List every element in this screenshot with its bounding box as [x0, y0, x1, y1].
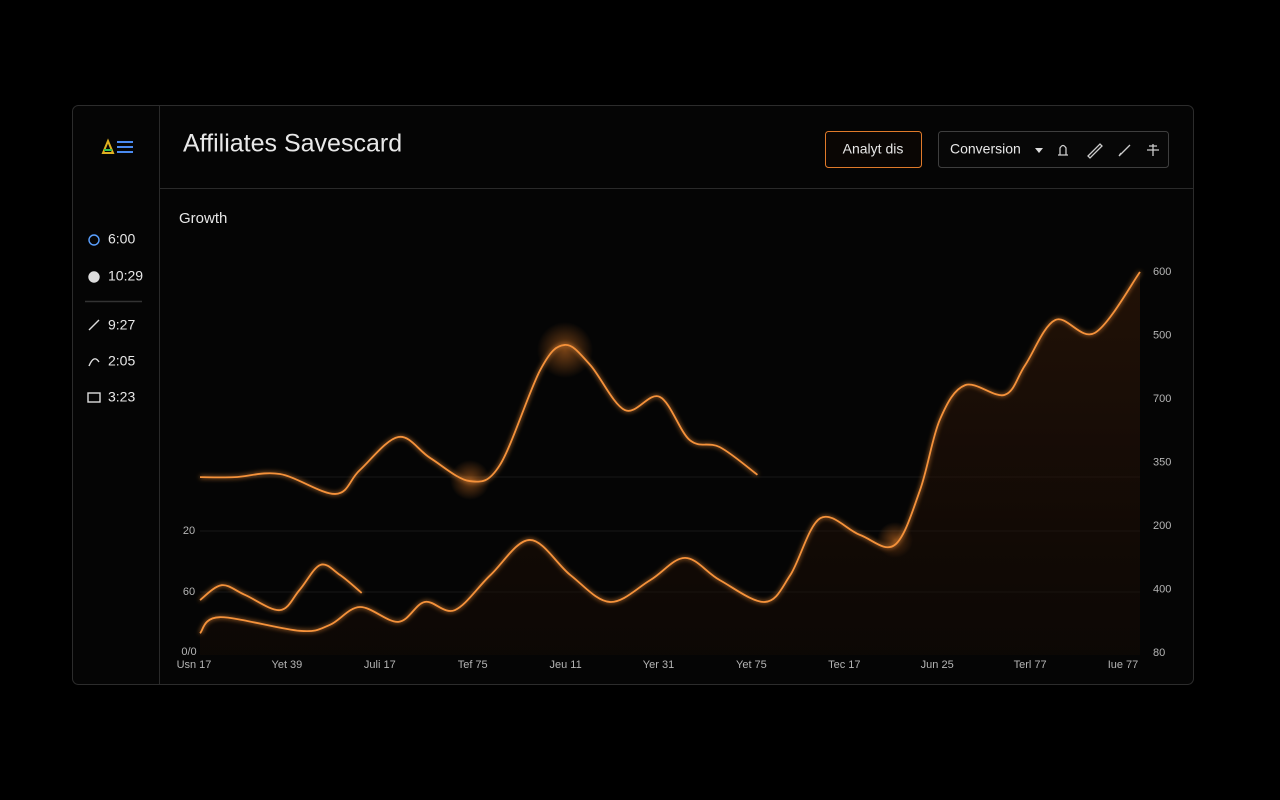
left-axis-label: 0/0 [181, 646, 196, 658]
x-axis-label: Iue 77 [1108, 659, 1139, 671]
x-axis-label: Yer 31 [643, 659, 674, 671]
bell-icon[interactable] [1058, 144, 1068, 156]
sidebar-stat: 9:27 [108, 317, 135, 333]
right-axis-label: 200 [1153, 520, 1171, 532]
x-axis-label: Tec 17 [828, 659, 860, 671]
right-axis-label: 400 [1153, 583, 1171, 595]
edit-icon[interactable] [1087, 143, 1103, 159]
x-axis-label: Terl 77 [1014, 659, 1047, 671]
x-axis-label: Yet 39 [272, 659, 303, 671]
settings-icon[interactable] [1147, 144, 1159, 156]
right-axis-label: 80 [1153, 647, 1165, 659]
highlight-glow [537, 322, 593, 378]
chart-title: Growth [179, 210, 227, 227]
sidebar-stat: 10:29 [108, 268, 143, 284]
right-axis-label: 600 [1153, 266, 1171, 278]
series-line [199, 271, 1141, 634]
conversion-dropdown[interactable]: Conversion [950, 141, 1021, 157]
dropdown-caret[interactable] [1035, 148, 1043, 153]
pen-icon[interactable] [1118, 144, 1131, 157]
x-axis-label: Jun 25 [921, 659, 954, 671]
x-axis-label: Jeu 11 [549, 659, 581, 671]
sidebar-icons [85, 234, 142, 403]
left-axis-label: 60 [183, 586, 195, 598]
series-line [199, 344, 758, 495]
logo [101, 138, 133, 154]
right-axis-label: 700 [1153, 393, 1171, 405]
x-axis-label: Yet 75 [736, 659, 767, 671]
series-line [199, 563, 363, 612]
sidebar-stats: 6:00 10:29 9:27 2:05 3:23 [108, 231, 143, 405]
area-fill [200, 272, 1140, 655]
analytics-button-label[interactable]: Analyt dis [843, 141, 904, 157]
highlight-glow [450, 460, 490, 500]
toolbar-icons[interactable] [1058, 143, 1159, 159]
sidebar-stat: 3:23 [108, 389, 135, 405]
right-axis-label: 350 [1153, 456, 1171, 468]
analytics-button[interactable] [825, 131, 922, 168]
right-axis-label: 500 [1153, 329, 1171, 341]
x-axis-label: Usn 17 [177, 659, 212, 671]
page-title: Affiliates Savescard [183, 130, 402, 158]
sidebar-stat: 6:00 [108, 231, 135, 247]
left-axis-label: 20 [183, 525, 195, 537]
x-axis-label: Tef 75 [458, 659, 488, 671]
toolbar [938, 131, 1169, 168]
sidebar-stat: 2:05 [108, 353, 135, 369]
x-axis-label: Juli 17 [364, 659, 396, 671]
